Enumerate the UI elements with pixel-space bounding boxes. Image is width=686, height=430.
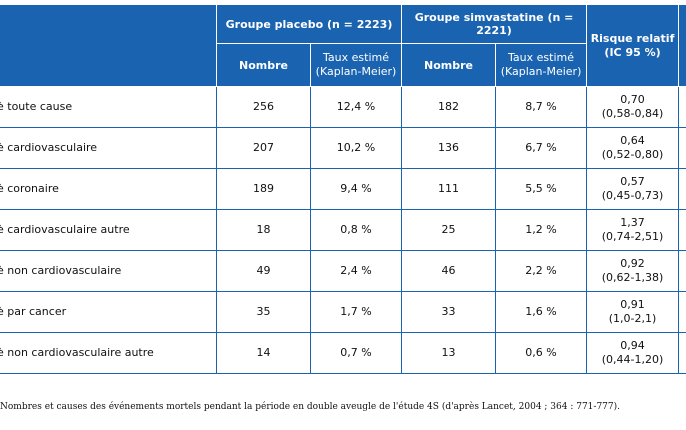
simva-rate-cell: 1,2 % xyxy=(495,209,588,251)
simva-count-cell: 33 xyxy=(401,291,497,333)
cause-cell: è par cancer xyxy=(0,291,217,333)
simva-rate-cell: 0,6 % xyxy=(495,332,588,374)
confidence-interval: (0,45-0,73) xyxy=(601,189,664,202)
simva-count-cell: 46 xyxy=(401,250,497,292)
confidence-interval: (0,52-0,80) xyxy=(601,148,664,161)
table-header: Groupe placebo (n = 2223) Groupe simvast… xyxy=(0,4,686,87)
cause-cell: è cardiovasculaire autre xyxy=(0,209,217,251)
placebo-rate-cell: 1,7 % xyxy=(309,291,403,333)
simva-count-header: Nombre xyxy=(401,43,497,87)
placebo-count-cell: 14 xyxy=(216,332,311,374)
relative-risk-value: 0,92 xyxy=(620,257,645,270)
simva-count-cell: 136 xyxy=(401,127,497,169)
simva-count-cell: 111 xyxy=(401,168,497,210)
relative-risk-cell: 0,92 (0,62-1,38) xyxy=(586,250,680,292)
extra-cell xyxy=(678,332,686,374)
relative-risk-value: 0,91 xyxy=(620,298,645,311)
relative-risk-cell: 0,94 (0,44-1,20) xyxy=(586,332,680,374)
simva-count-cell: 25 xyxy=(401,209,497,251)
placebo-count-cell: 18 xyxy=(216,209,311,251)
relative-risk-value: 0,94 xyxy=(620,339,645,352)
simva-rate-cell: 8,7 % xyxy=(495,86,588,128)
simva-rate-cell: 1,6 % xyxy=(495,291,588,333)
table-row: è non cardiovasculaire autre 14 0,7 % 13 0,6… xyxy=(0,332,686,374)
simva-rate-label: Taux estimé xyxy=(508,51,574,64)
simva-rate-cell: 2,2 % xyxy=(495,250,588,292)
placebo-count-cell: 35 xyxy=(216,291,311,333)
simva-rate-method: (Kaplan-Meier) xyxy=(500,65,582,78)
confidence-interval: (0,58-0,84) xyxy=(601,107,664,120)
relative-risk-cell: 0,91 (1,0-2,1) xyxy=(586,291,680,333)
table-row: è cardiovasculaire autre 18 0,8 % 25 1,2 % 1,… xyxy=(0,209,686,251)
placebo-rate-cell: 2,4 % xyxy=(309,250,403,292)
extra-cell xyxy=(678,250,686,292)
table-row: è non cardiovasculaire 49 2,4 % 46 2,2 % 0,92… xyxy=(0,250,686,292)
cause-cell: è non cardiovasculaire xyxy=(0,250,217,292)
cause-cell: è cardiovasculaire xyxy=(0,127,217,169)
confidence-interval: (0,44-1,20) xyxy=(601,353,664,366)
extra-cell xyxy=(678,86,686,128)
table-row: è toute cause 256 12,4 % 182 8,7 % 0,70 (0,58-… xyxy=(0,86,686,128)
placebo-rate-cell: 9,4 % xyxy=(309,168,403,210)
cause-cell: è toute cause xyxy=(0,86,217,128)
placebo-count-header: Nombre xyxy=(216,43,311,87)
relative-risk-value: 0,57 xyxy=(620,175,645,188)
placebo-rate-header: Taux estimé (Kaplan-Meier) xyxy=(309,43,403,87)
relative-risk-cell: 0,64 (0,52-0,80) xyxy=(586,127,680,169)
placebo-rate-cell: 0,8 % xyxy=(309,209,403,251)
extra-cell xyxy=(678,209,686,251)
table-caption: Nombres et causes des événements mortels… xyxy=(0,402,620,412)
simva-count-cell: 182 xyxy=(401,86,497,128)
table-row: è par cancer 35 1,7 % 33 1,6 % 0,91 (1,0-2,1) xyxy=(0,291,686,333)
placebo-count-cell: 189 xyxy=(216,168,311,210)
extra-cell xyxy=(678,168,686,210)
placebo-rate-label: Taux estimé xyxy=(323,51,389,64)
placebo-rate-cell: 10,2 % xyxy=(309,127,403,169)
placebo-count-cell: 207 xyxy=(216,127,311,169)
confidence-interval: (0,74-2,51) xyxy=(601,230,664,243)
cause-cell: è coronaire xyxy=(0,168,217,210)
relative-risk-value: 1,37 xyxy=(620,216,645,229)
table-row: è cardiovasculaire 207 10,2 % 136 6,7 % 0,64(… xyxy=(0,127,686,169)
relative-risk-cell: 0,57 (0,45-0,73) xyxy=(586,168,680,210)
confidence-interval: (1,0-2,1) xyxy=(608,312,657,325)
extra-cell xyxy=(678,127,686,169)
relative-risk-cell: 0,70 (0,58-0,84) xyxy=(586,86,680,128)
corner-header-cell xyxy=(0,4,217,87)
table-row: è coronaire 189 9,4 % 111 5,5 % 0,57 (0,45-0,7… xyxy=(0,168,686,210)
placebo-rate-cell: 12,4 % xyxy=(309,86,403,128)
relative-risk-label: Risque relatif xyxy=(590,31,675,45)
extra-header-cell xyxy=(678,4,686,87)
placebo-rate-method: (Kaplan-Meier) xyxy=(315,65,397,78)
simva-rate-cell: 5,5 % xyxy=(495,168,588,210)
placebo-group-header: Groupe placebo (n = 2223) xyxy=(215,4,403,44)
relative-risk-value: 0,64 xyxy=(620,134,645,147)
simva-rate-header: Taux estimé (Kaplan-Meier) xyxy=(495,43,588,87)
relative-risk-value: 0,70 xyxy=(620,93,645,106)
table-body: è toute cause 256 12,4 % 182 8,7 % 0,70 (0,58-… xyxy=(0,86,686,374)
placebo-rate-cell: 0,7 % xyxy=(309,332,403,374)
simva-rate-cell: 6,7 % xyxy=(495,127,588,169)
placebo-count-cell: 256 xyxy=(216,86,311,128)
relative-risk-ci-label: (IC 95 %) xyxy=(604,45,661,59)
extra-cell xyxy=(678,291,686,333)
simva-count-cell: 13 xyxy=(401,332,497,374)
relative-risk-header: Risque relatif (IC 95 %) xyxy=(586,4,680,87)
simvastatin-group-header: Groupe simvastatine (n = 2221) xyxy=(401,4,588,44)
placebo-count-cell: 49 xyxy=(216,250,311,292)
cause-cell: è non cardiovasculaire autre xyxy=(0,332,217,374)
mortality-table: Groupe placebo (n = 2223) Groupe simvast… xyxy=(0,4,686,374)
confidence-interval: (0,62-1,38) xyxy=(601,271,664,284)
relative-risk-cell: 1,37 (0,74-2,51) xyxy=(586,209,680,251)
